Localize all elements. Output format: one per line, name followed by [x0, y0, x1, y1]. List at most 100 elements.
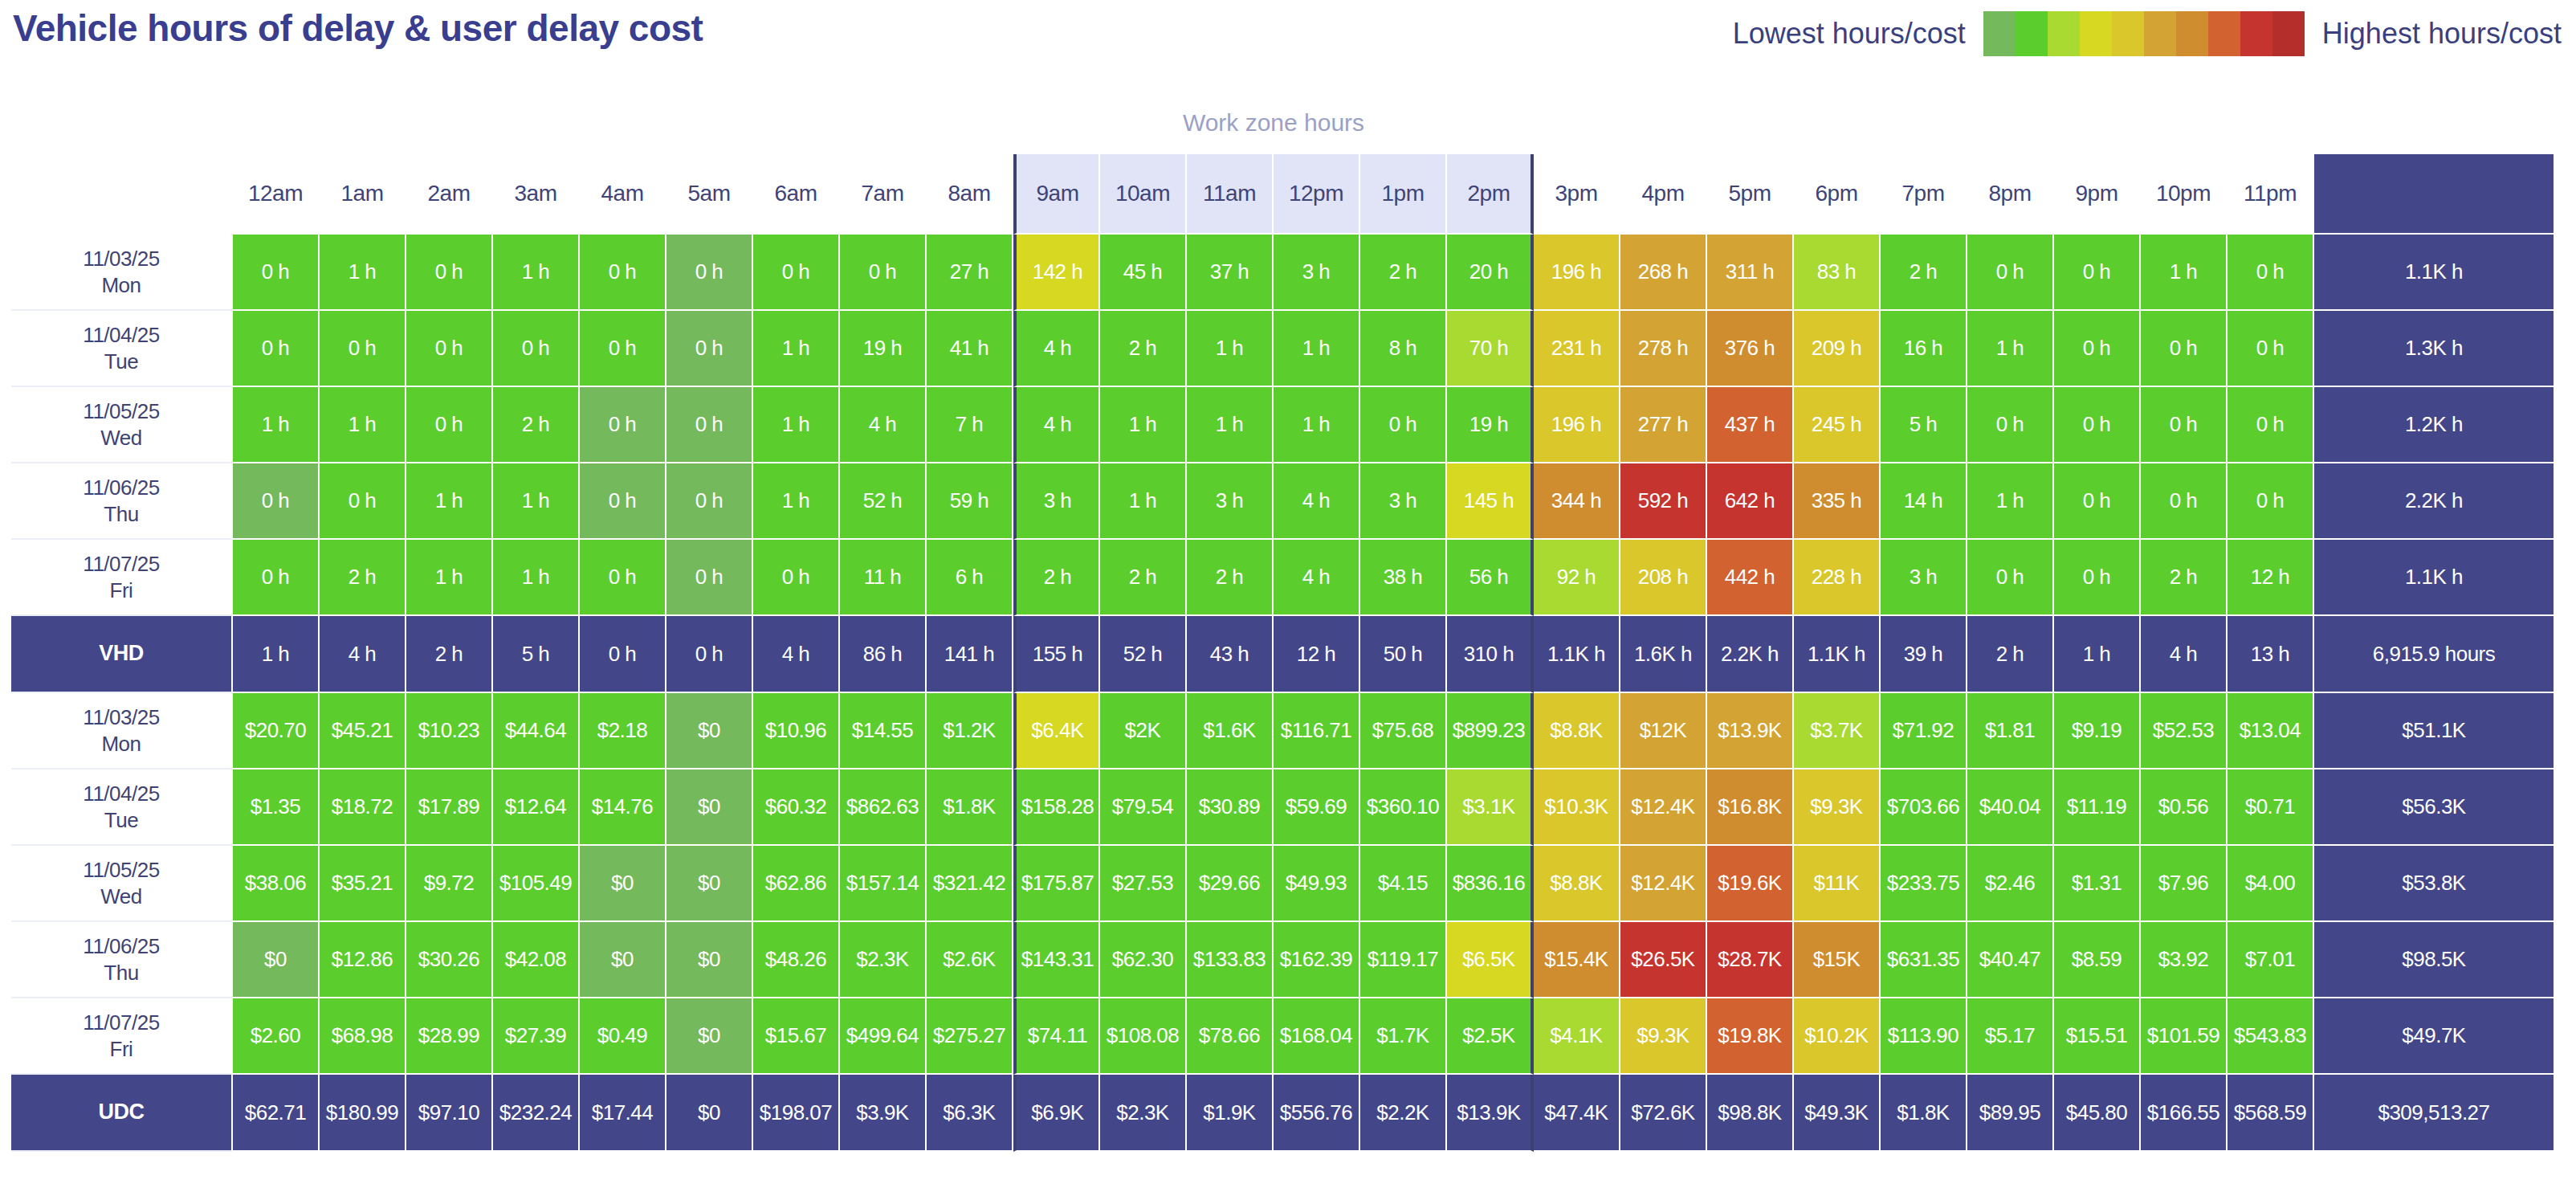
- heatmap-cell[interactable]: 642 h: [1707, 463, 1794, 540]
- heatmap-cell[interactable]: 1 h: [493, 540, 580, 616]
- heatmap-cell[interactable]: $105.49: [493, 846, 580, 922]
- heatmap-cell[interactable]: $30.89: [1187, 769, 1274, 846]
- heatmap-cell[interactable]: $5.17: [1967, 998, 2054, 1075]
- heatmap-cell[interactable]: 2 h: [1187, 540, 1274, 616]
- heatmap-cell[interactable]: 0 h: [2228, 311, 2314, 387]
- heatmap-cell[interactable]: $8.8K: [1534, 693, 1620, 769]
- heatmap-cell[interactable]: $26.5K: [1620, 922, 1707, 998]
- heatmap-cell[interactable]: 0 h: [753, 540, 840, 616]
- heatmap-cell[interactable]: $78.66: [1187, 998, 1274, 1075]
- heatmap-cell[interactable]: $1.6K: [1187, 693, 1274, 769]
- heatmap-cell[interactable]: $13.9K: [1707, 693, 1794, 769]
- heatmap-cell[interactable]: $20.70: [233, 693, 320, 769]
- heatmap-cell[interactable]: $60.32: [753, 769, 840, 846]
- heatmap-cell[interactable]: $62.30: [1100, 922, 1187, 998]
- heatmap-cell[interactable]: 228 h: [1794, 540, 1881, 616]
- heatmap-cell[interactable]: 0 h: [1360, 387, 1447, 463]
- heatmap-cell[interactable]: 0 h: [2141, 311, 2228, 387]
- heatmap-cell[interactable]: 311 h: [1707, 235, 1794, 311]
- heatmap-cell[interactable]: 0 h: [493, 311, 580, 387]
- heatmap-cell[interactable]: 2 h: [1100, 540, 1187, 616]
- heatmap-cell[interactable]: 231 h: [1534, 311, 1620, 387]
- heatmap-cell[interactable]: $19.8K: [1707, 998, 1794, 1075]
- heatmap-cell[interactable]: 16 h: [1881, 311, 1967, 387]
- heatmap-cell[interactable]: $101.59: [2141, 998, 2228, 1075]
- heatmap-cell[interactable]: $1.35: [233, 769, 320, 846]
- heatmap-cell[interactable]: 19 h: [840, 311, 927, 387]
- heatmap-cell[interactable]: 19 h: [1447, 387, 1534, 463]
- heatmap-cell[interactable]: 376 h: [1707, 311, 1794, 387]
- heatmap-cell[interactable]: 11 h: [840, 540, 927, 616]
- heatmap-cell[interactable]: 268 h: [1620, 235, 1707, 311]
- heatmap-cell[interactable]: $0: [666, 998, 753, 1075]
- heatmap-cell[interactable]: $2.46: [1967, 846, 2054, 922]
- heatmap-cell[interactable]: $0: [666, 922, 753, 998]
- heatmap-cell[interactable]: 0 h: [2054, 311, 2141, 387]
- heatmap-cell[interactable]: 196 h: [1534, 387, 1620, 463]
- heatmap-cell[interactable]: $1.81: [1967, 693, 2054, 769]
- heatmap-cell[interactable]: 1 h: [320, 235, 406, 311]
- heatmap-cell[interactable]: 0 h: [406, 387, 493, 463]
- heatmap-cell[interactable]: 1 h: [493, 235, 580, 311]
- heatmap-cell[interactable]: $9.72: [406, 846, 493, 922]
- heatmap-cell[interactable]: $14.76: [580, 769, 666, 846]
- heatmap-cell[interactable]: $499.64: [840, 998, 927, 1075]
- heatmap-cell[interactable]: 0 h: [406, 311, 493, 387]
- heatmap-cell[interactable]: $28.7K: [1707, 922, 1794, 998]
- heatmap-cell[interactable]: $119.17: [1360, 922, 1447, 998]
- heatmap-cell[interactable]: $9.3K: [1620, 998, 1707, 1075]
- heatmap-cell[interactable]: 0 h: [753, 235, 840, 311]
- heatmap-cell[interactable]: $0: [666, 769, 753, 846]
- heatmap-cell[interactable]: 0 h: [666, 387, 753, 463]
- heatmap-cell[interactable]: 92 h: [1534, 540, 1620, 616]
- heatmap-cell[interactable]: $2.5K: [1447, 998, 1534, 1075]
- heatmap-cell[interactable]: 2 h: [2141, 540, 2228, 616]
- heatmap-cell[interactable]: 27 h: [927, 235, 1013, 311]
- heatmap-cell[interactable]: $1.7K: [1360, 998, 1447, 1075]
- heatmap-cell[interactable]: $8.8K: [1534, 846, 1620, 922]
- heatmap-cell[interactable]: $113.90: [1881, 998, 1967, 1075]
- heatmap-cell[interactable]: 0 h: [2054, 235, 2141, 311]
- heatmap-cell[interactable]: $49.93: [1274, 846, 1360, 922]
- heatmap-cell[interactable]: 0 h: [2054, 463, 2141, 540]
- heatmap-cell[interactable]: $321.42: [927, 846, 1013, 922]
- heatmap-cell[interactable]: 38 h: [1360, 540, 1447, 616]
- heatmap-cell[interactable]: 4 h: [1013, 387, 1100, 463]
- heatmap-cell[interactable]: $15.67: [753, 998, 840, 1075]
- heatmap-cell[interactable]: $703.66: [1881, 769, 1967, 846]
- heatmap-cell[interactable]: 4 h: [1274, 463, 1360, 540]
- heatmap-cell[interactable]: 0 h: [580, 540, 666, 616]
- heatmap-cell[interactable]: $2K: [1100, 693, 1187, 769]
- heatmap-cell[interactable]: 0 h: [840, 235, 927, 311]
- heatmap-cell[interactable]: $0: [666, 693, 753, 769]
- heatmap-cell[interactable]: $0: [580, 922, 666, 998]
- heatmap-cell[interactable]: 4 h: [840, 387, 927, 463]
- heatmap-cell[interactable]: 278 h: [1620, 311, 1707, 387]
- heatmap-cell[interactable]: $233.75: [1881, 846, 1967, 922]
- heatmap-cell[interactable]: $17.89: [406, 769, 493, 846]
- heatmap-cell[interactable]: 0 h: [320, 463, 406, 540]
- heatmap-cell[interactable]: 209 h: [1794, 311, 1881, 387]
- heatmap-cell[interactable]: 2 h: [320, 540, 406, 616]
- heatmap-cell[interactable]: 56 h: [1447, 540, 1534, 616]
- heatmap-cell[interactable]: 0 h: [580, 387, 666, 463]
- heatmap-cell[interactable]: $116.71: [1274, 693, 1360, 769]
- heatmap-cell[interactable]: $40.47: [1967, 922, 2054, 998]
- heatmap-cell[interactable]: 0 h: [406, 235, 493, 311]
- heatmap-cell[interactable]: $74.11: [1013, 998, 1100, 1075]
- heatmap-cell[interactable]: 1 h: [1187, 311, 1274, 387]
- heatmap-cell[interactable]: $29.66: [1187, 846, 1274, 922]
- heatmap-cell[interactable]: $4.00: [2228, 846, 2314, 922]
- heatmap-cell[interactable]: $12.86: [320, 922, 406, 998]
- heatmap-cell[interactable]: $44.64: [493, 693, 580, 769]
- heatmap-cell[interactable]: 0 h: [666, 540, 753, 616]
- heatmap-cell[interactable]: 1 h: [233, 387, 320, 463]
- heatmap-cell[interactable]: 277 h: [1620, 387, 1707, 463]
- heatmap-cell[interactable]: 1 h: [753, 463, 840, 540]
- heatmap-cell[interactable]: 1 h: [1967, 311, 2054, 387]
- heatmap-cell[interactable]: 4 h: [1013, 311, 1100, 387]
- heatmap-cell[interactable]: 592 h: [1620, 463, 1707, 540]
- heatmap-cell[interactable]: 0 h: [233, 463, 320, 540]
- heatmap-cell[interactable]: $3.7K: [1794, 693, 1881, 769]
- heatmap-cell[interactable]: 0 h: [666, 311, 753, 387]
